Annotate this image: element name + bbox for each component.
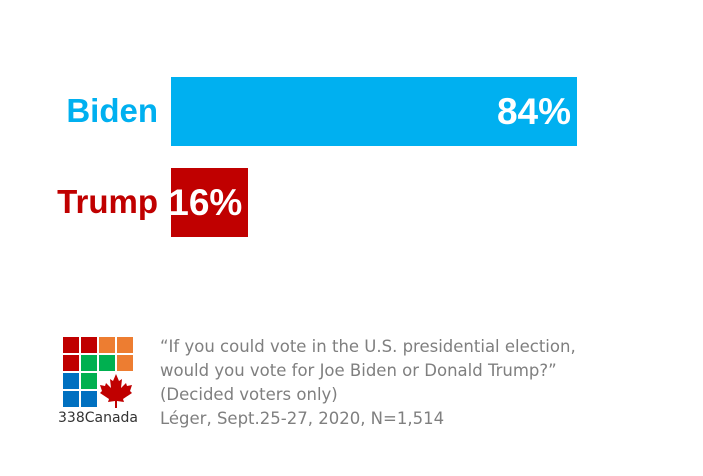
question-line-1: “If you could vote in the U.S. president… <box>160 337 576 356</box>
question-line-2: would you vote for Joe Biden or Donald T… <box>160 361 557 380</box>
maple-leaf-icon <box>100 374 132 408</box>
question-note: (Decided voters only) <box>160 385 338 404</box>
data-label: 84% <box>496 90 571 132</box>
poll-source: Léger, Sept.25-27, 2020, N=1,514 <box>160 409 445 428</box>
brand-label: 338Canada <box>58 410 138 426</box>
data-label: 16% <box>168 181 243 223</box>
category-label: Biden <box>66 92 158 129</box>
footnote: “If you could vote in the U.S. president… <box>160 335 576 431</box>
bar-biden: 84% <box>171 77 577 146</box>
category-label: Trump <box>57 183 158 220</box>
bar-trump: 16% <box>168 168 249 237</box>
